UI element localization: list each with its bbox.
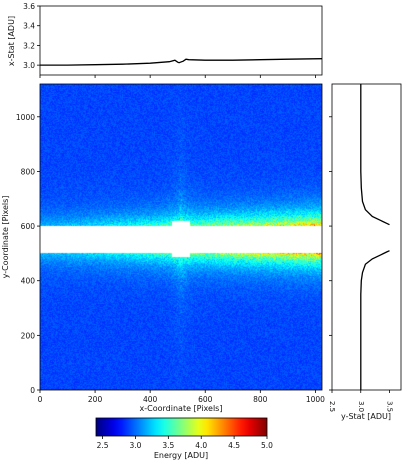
heatmap-xtick-label: 600: [198, 395, 213, 404]
heatmap-axes-frame: [39, 83, 323, 391]
heatmap-ytick-label: 0: [30, 386, 35, 395]
colorbar-tick-label: 2.5: [97, 441, 109, 450]
colorbar-gradient: [96, 418, 267, 436]
x-stat-panel: 3.0 3.2 3.4 3.6 x-Stat [ADU]: [7, 2, 323, 78]
colorbar-label: Energy [ADU]: [154, 451, 208, 460]
y-stat-axes-frame: [331, 83, 402, 391]
x-stat-axes-frame: [39, 5, 323, 76]
colorbar-tick-label: 3.5: [162, 441, 174, 450]
y-stat-series-line: [360, 84, 390, 390]
colorbar-tick-label: 4.0: [195, 441, 207, 450]
colorbar-panel: 2.5 3.0 3.5 4.0 4.5 5.0 Energy [ADU]: [95, 417, 273, 460]
y-stat-xtick-label: 3.5: [386, 401, 394, 412]
colorbar-tick-label: 5.0: [261, 441, 273, 450]
heatmap-xtick-label: 800: [253, 395, 268, 404]
x-stat-ytick-label: 3.6: [23, 2, 35, 11]
colorbar-tick-label: 3.0: [129, 441, 141, 450]
colorbar-tick-label: 4.5: [228, 441, 240, 450]
heatmap-ytick-label: 800: [21, 167, 36, 176]
heatmap-panel: 0 200 400 600 800 1000 0 200 400 600 800 1000 x-Co…: [1, 83, 325, 413]
heatmap-ytick-label: 1000: [16, 113, 35, 122]
y-stat-xtick-label: 3.0: [357, 401, 365, 412]
heatmap-xtick-label: 0: [38, 395, 43, 404]
heatmap-image: [40, 84, 322, 390]
x-stat-ylabel: x-Stat [ADU]: [7, 16, 16, 66]
heatmap-ylabel: y-Coordinate [Pixels]: [1, 196, 10, 279]
colorbar-frame: [95, 417, 268, 437]
heatmap-ytick-label: 400: [21, 277, 36, 286]
heatmap-xtick-label: 200: [88, 395, 103, 404]
y-stat-xlabel: y-Stat [ADU]: [341, 412, 391, 421]
x-stat-ytick-label: 3.0: [23, 61, 35, 70]
heatmap-ytick-label: 200: [21, 331, 36, 340]
heatmap-xtick-label: 400: [143, 395, 158, 404]
y-stat-panel: 2.5 3.0 3.5 y-Stat [ADU]: [328, 83, 402, 421]
heatmap-xlabel: x-Coordinate [Pixels]: [140, 404, 223, 413]
x-stat-ytick-label: 3.4: [23, 22, 35, 31]
heatmap-ytick-label: 600: [21, 222, 36, 231]
heatmap-xtick-label: 1000: [306, 395, 325, 404]
x-stat-ytick-label: 3.2: [23, 41, 35, 50]
x-stat-series-line: [40, 58, 323, 66]
y-stat-xtick-label: 2.5: [328, 401, 336, 412]
